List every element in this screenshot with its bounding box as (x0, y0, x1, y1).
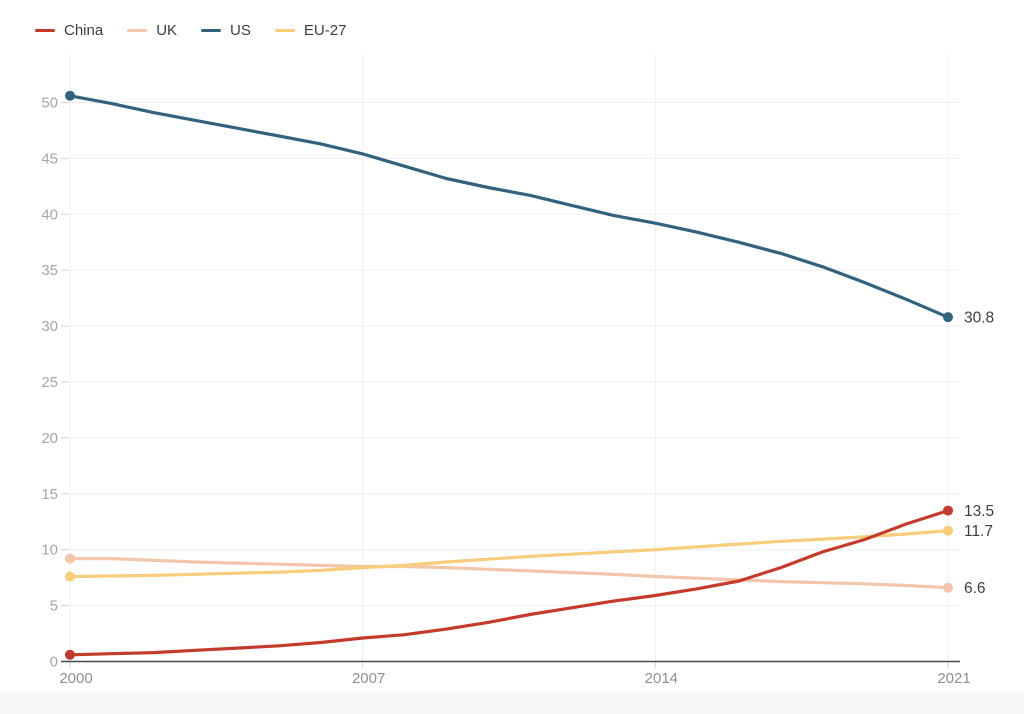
legend-item-eu-27: EU-27 (274, 22, 347, 39)
x-axis-label: 2000 (59, 670, 92, 687)
x-axis-label: 2021 (937, 670, 970, 687)
legend-swatch-icon (35, 29, 55, 32)
line-us-start-dot (65, 90, 75, 101)
legend-label: UK (156, 22, 178, 39)
y-axis-label: 25 (41, 374, 58, 391)
line-eu-27-start-dot (65, 571, 75, 582)
y-axis-label: 50 (41, 95, 58, 112)
y-axis-label: 40 (41, 206, 58, 223)
x-axis-label: 2007 (352, 670, 385, 687)
page-background-strip (0, 692, 1024, 714)
line-china-start-dot (65, 649, 75, 660)
line-china (68, 509, 950, 657)
end-value-label-uk: 6.6 (964, 580, 986, 597)
legend-swatch-icon (201, 29, 222, 32)
legend-item-uk: UK (127, 23, 177, 38)
y-axis-label: 5 (50, 598, 58, 615)
legend-label: US (230, 22, 251, 39)
y-axis-label: 30 (41, 318, 58, 335)
line-uk (68, 556, 950, 590)
legend-item-us: US (201, 23, 251, 38)
y-axis-label: 45 (41, 150, 58, 167)
legend-label: EU-27 (303, 22, 347, 39)
y-axis-label: 35 (41, 262, 58, 279)
legend-swatch-icon (127, 29, 148, 32)
legend: China UK US EU-27 (35, 23, 346, 38)
legend-swatch-icon (274, 29, 295, 32)
line-us-end-dot (943, 312, 953, 323)
y-axis-label: 10 (41, 542, 58, 559)
line-uk-start-dot (65, 553, 75, 564)
legend-item-china: China (35, 23, 103, 38)
line-us (68, 94, 950, 319)
y-axis-label: 20 (41, 430, 58, 447)
line-eu-27-end-dot (943, 525, 953, 536)
end-value-label-china: 13.5 (964, 503, 994, 520)
end-value-label-us: 30.8 (964, 310, 994, 327)
y-axis-label: 15 (41, 486, 58, 503)
y-axis-label: 0 (50, 654, 58, 671)
line-uk-end-dot (943, 582, 953, 593)
x-axis-label: 2014 (645, 670, 678, 687)
line-eu-27 (68, 529, 950, 579)
line-china-end-dot (943, 505, 953, 516)
legend-label: China (64, 22, 104, 39)
end-value-label-eu-27: 11.7 (964, 523, 993, 540)
